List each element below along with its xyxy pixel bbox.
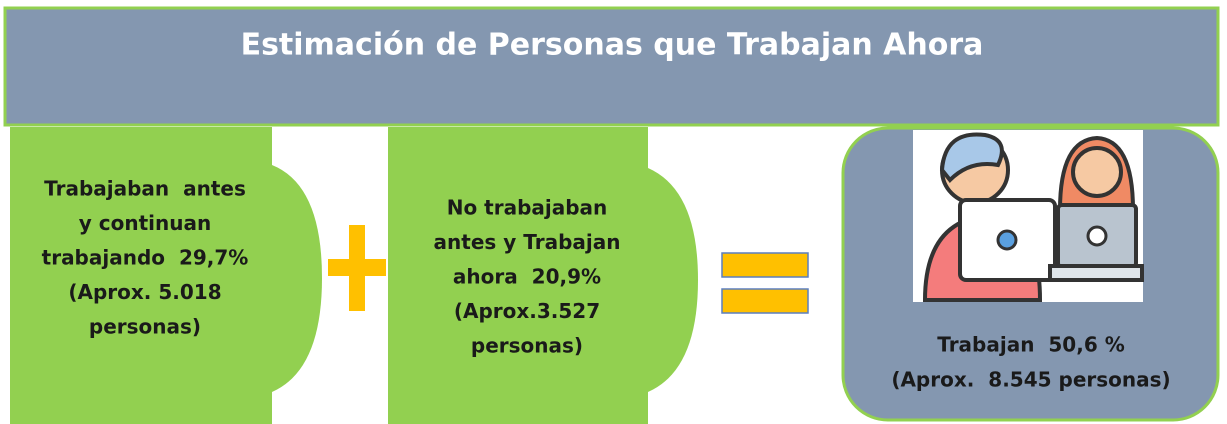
equals-sign [722, 253, 808, 313]
header-band [5, 8, 1218, 125]
box-text: (Aprox. 8.545 personas) [891, 368, 1170, 392]
box-text: (Aprox. 5.018 [68, 280, 221, 304]
box-text: personas) [471, 334, 583, 358]
box-text: y continuan [79, 211, 211, 235]
header-title: Estimación de Personas que Trabajan Ahor… [241, 28, 984, 63]
box-text: Trabajan 50,6 % [937, 333, 1124, 357]
people-illustration [913, 130, 1143, 302]
box-text: trabajando 29,7% [42, 246, 249, 270]
plus-sign [328, 225, 386, 311]
infographic: Estimación de Personas que Trabajan Ahor… [0, 0, 1227, 424]
box-text: Trabajaban antes [44, 177, 246, 201]
box-text: No trabajaban [447, 196, 608, 220]
box-text: antes y Trabajan [434, 230, 621, 254]
box-text: personas) [89, 315, 201, 339]
box-text: (Aprox.3.527 [454, 299, 600, 323]
box-before [10, 127, 322, 424]
box-text: ahora 20,9% [453, 265, 601, 289]
